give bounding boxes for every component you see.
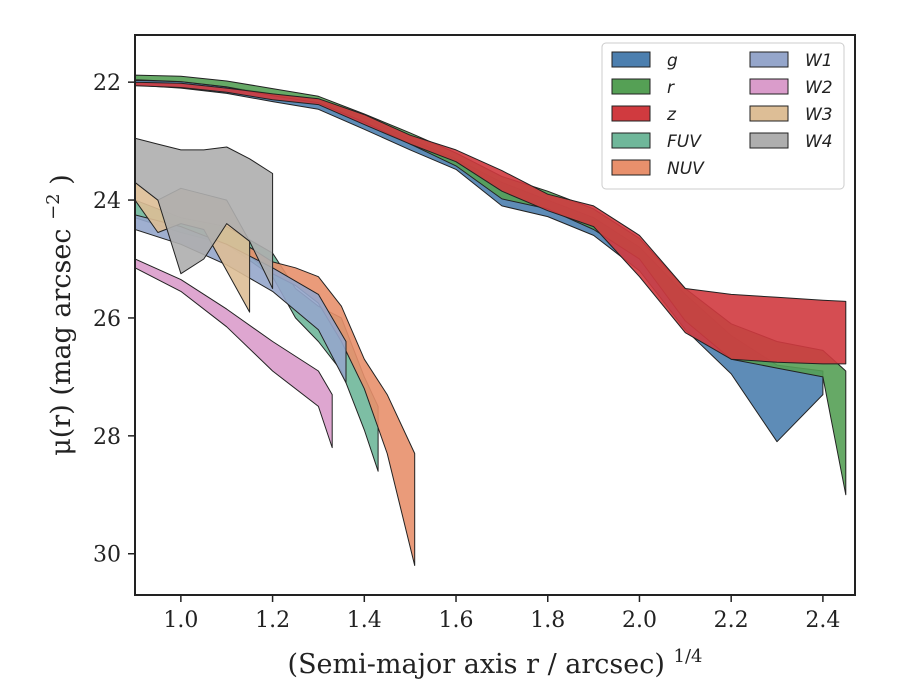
x-tick-label: 1.4 <box>347 608 382 633</box>
legend-label-fuv: FUV <box>667 132 702 152</box>
legend-label-w2: W2 <box>805 78 833 98</box>
legend-label-nuv: NUV <box>667 159 705 179</box>
legend-swatch-w4 <box>749 132 789 149</box>
y-axis-title-exponent: −2 <box>43 193 64 220</box>
x-tick-label: 2.0 <box>622 608 657 633</box>
y-axis-title-close: ) <box>46 174 77 185</box>
legend-swatch-g <box>611 51 651 68</box>
y-tick-label: 26 <box>93 307 121 332</box>
y-axis-title-main: μ(r) (mag arcsec <box>46 228 77 455</box>
legend-swatch-w2 <box>749 78 789 95</box>
legend-swatch-fuv <box>611 132 651 149</box>
legend-label-g: g <box>667 51 678 71</box>
series-layer <box>135 74 847 566</box>
legend-swatch-w3 <box>749 105 789 122</box>
x-tick-label: 1.8 <box>530 608 565 633</box>
x-axis-title-exponent: 1/4 <box>674 646 703 667</box>
x-tick-label: 2.4 <box>805 608 840 633</box>
legend-swatch-r <box>611 78 651 95</box>
x-tick-label: 1.2 <box>255 608 290 633</box>
legend-label-w1: W1 <box>805 51 833 71</box>
legend-swatch-nuv <box>611 159 651 176</box>
y-tick-label: 24 <box>93 189 121 214</box>
series-band-w4 <box>135 137 274 289</box>
series-band-z <box>135 81 847 365</box>
legend-label-r: r <box>667 78 675 98</box>
y-tick-label: 28 <box>93 425 121 450</box>
plot-frame <box>134 34 856 596</box>
legend-label-w3: W3 <box>805 105 833 125</box>
x-tick-label: 1.6 <box>439 608 474 633</box>
legend-label-w4: W4 <box>805 132 833 152</box>
ticks-layer: 1.0 1.2 1.4 1.6 1.8 2.0 2.2 2.4 22 24 26 28 30 <box>93 71 840 633</box>
series-band-w2 <box>135 258 333 449</box>
x-axis-title: (Semi-major axis r / arcsec) 1/4 <box>288 646 703 680</box>
legend-label-z: z <box>666 105 677 125</box>
legend-swatch-z <box>611 105 651 122</box>
y-tick-label: 30 <box>93 543 121 568</box>
x-axis-title-main: (Semi-major axis r / arcsec) <box>288 649 665 680</box>
y-axis-title: μ(r) (mag arcsec −2 ) <box>35 174 77 456</box>
legend: grz FUV NUV W1 W2 W3 W4 <box>601 42 845 190</box>
y-tick-label: 22 <box>93 71 121 96</box>
legend-swatch-w1 <box>749 51 789 68</box>
x-tick-label: 2.2 <box>714 608 749 633</box>
x-tick-label: 1.0 <box>163 608 198 633</box>
